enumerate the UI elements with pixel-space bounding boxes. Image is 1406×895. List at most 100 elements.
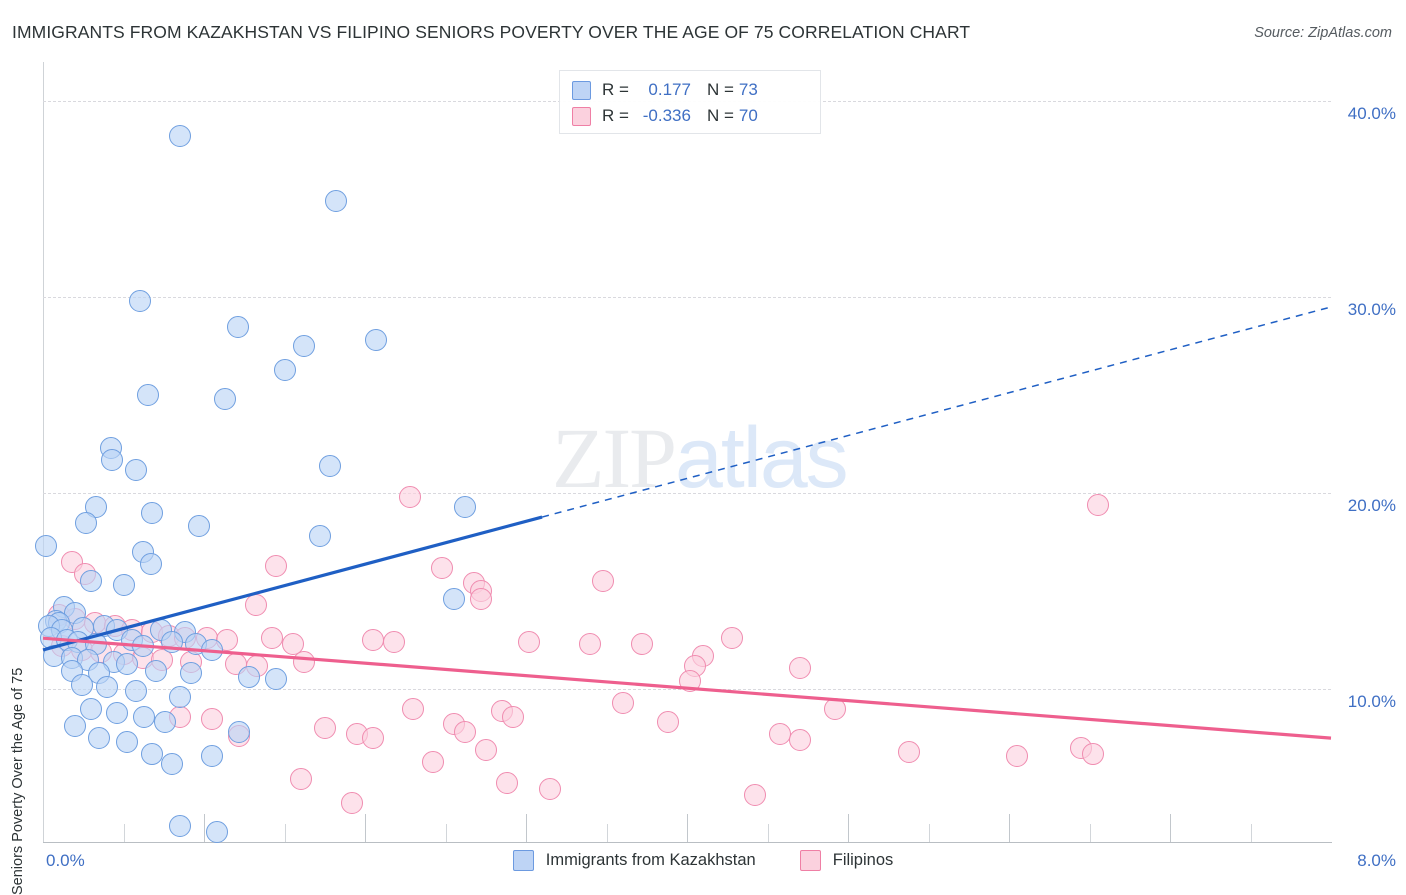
y-tick-label-20: 20.0% <box>1347 496 1396 516</box>
x-tick <box>284 824 286 842</box>
y-tick-label-30: 30.0% <box>1347 300 1396 320</box>
scatter-point <box>125 680 148 703</box>
scatter-point <box>341 791 364 814</box>
scatter-point <box>160 752 183 775</box>
x-tick <box>606 824 608 842</box>
scatter-point <box>201 707 224 730</box>
scatter-point <box>788 729 811 752</box>
gridline-20 <box>43 493 1331 495</box>
x-axis-min-label: 0.0% <box>46 851 85 870</box>
legend-label-kazakhstan: Immigrants from Kazakhstan <box>545 851 756 869</box>
scatter-point <box>131 635 154 658</box>
scatter-point <box>313 717 336 740</box>
scatter-point <box>154 711 177 734</box>
x-tick <box>767 824 769 842</box>
scatter-point <box>431 556 454 579</box>
trendline-kazakhstan-dashed <box>541 306 1332 518</box>
scatter-point <box>611 691 634 714</box>
scatter-point <box>205 821 228 844</box>
scatter-point <box>260 627 283 650</box>
watermark-zip: ZIP <box>552 410 677 506</box>
scatter-point <box>133 705 156 728</box>
scatter-point <box>141 501 164 524</box>
scatter-point <box>788 656 811 679</box>
scatter-point <box>721 627 744 650</box>
scatter-point <box>382 631 405 654</box>
stats-row-pink: R = -0.336 N = 70 <box>572 103 808 129</box>
x-tick <box>1170 814 1171 842</box>
scatter-point <box>656 711 679 734</box>
series-legend: Immigrants from Kazakhstan Filipinos <box>0 850 1406 871</box>
scatter-point <box>188 515 211 538</box>
scatter-point <box>399 486 422 509</box>
scatter-point <box>539 778 562 801</box>
page-title: IMMIGRANTS FROM KAZAKHSTAN VS FILIPINO S… <box>12 22 971 42</box>
legend-color-kazakhstan <box>512 850 534 871</box>
r-value-pink: -0.336 <box>642 106 691 125</box>
r-label-pink: R = <box>602 106 629 125</box>
x-axis-max-label: 8.0% <box>1357 851 1396 870</box>
scatter-point <box>362 727 385 750</box>
scatter-point <box>141 742 164 765</box>
scatter-point <box>238 666 261 689</box>
correlation-stats-box: R = 0.177 N = 73 R = -0.336 N = 70 <box>559 70 821 134</box>
scatter-point <box>168 685 191 708</box>
scatter-point <box>136 384 159 407</box>
scatter-point <box>115 652 138 675</box>
x-tick <box>123 824 125 842</box>
scatter-point <box>502 705 525 728</box>
legend-item-filipinos[interactable]: Filipinos <box>799 850 893 871</box>
scatter-point <box>144 660 167 683</box>
source-label: Source: ZipAtlas.com <box>1254 25 1392 41</box>
scatter-point <box>325 190 348 213</box>
x-tick <box>928 824 930 842</box>
scatter-point <box>226 315 249 338</box>
x-tick <box>687 814 688 842</box>
scatter-point <box>474 738 497 761</box>
scatter-point <box>469 587 492 610</box>
scatter-point <box>128 290 151 313</box>
n-value-blue: 73 <box>738 80 758 99</box>
scatter-point <box>289 768 312 791</box>
scatter-point <box>112 574 135 597</box>
scatter-point <box>518 631 541 654</box>
scatter-point <box>80 570 103 593</box>
scatter-point <box>265 554 288 577</box>
gridline-30 <box>43 297 1331 299</box>
r-value-blue: 0.177 <box>648 80 691 99</box>
n-label-blue: N = <box>706 80 734 99</box>
scatter-point <box>308 525 331 548</box>
x-tick <box>1089 824 1091 842</box>
scatter-point <box>769 723 792 746</box>
scatter-point <box>244 593 267 616</box>
scatter-point <box>64 715 87 738</box>
scatter-point <box>88 727 111 750</box>
x-tick <box>204 814 205 842</box>
scatter-point <box>168 815 191 838</box>
scatter-point <box>125 458 148 481</box>
legend-item-kazakhstan[interactable]: Immigrants from Kazakhstan <box>512 850 756 871</box>
scatter-point <box>160 631 183 654</box>
scatter-point <box>168 125 191 148</box>
scatter-point <box>75 511 98 534</box>
scatter-point <box>106 701 129 724</box>
n-label-pink: N = <box>706 106 734 125</box>
x-tick <box>1250 824 1252 842</box>
x-tick <box>365 814 366 842</box>
scatter-point <box>265 668 288 691</box>
scatter-point <box>743 783 766 806</box>
scatter-point <box>318 454 341 477</box>
x-tick <box>1009 814 1010 842</box>
scatter-point <box>273 358 296 381</box>
scatter-point <box>213 388 236 411</box>
x-tick <box>526 814 527 842</box>
scatter-point <box>1081 742 1104 765</box>
scatter-point <box>80 697 103 720</box>
scatter-point <box>453 495 476 518</box>
scatter-point <box>96 676 119 699</box>
scatter-point <box>292 650 315 673</box>
scatter-point <box>365 329 388 352</box>
scatter-point <box>495 772 518 795</box>
scatter-point <box>101 448 124 471</box>
scatter-point <box>579 633 602 656</box>
